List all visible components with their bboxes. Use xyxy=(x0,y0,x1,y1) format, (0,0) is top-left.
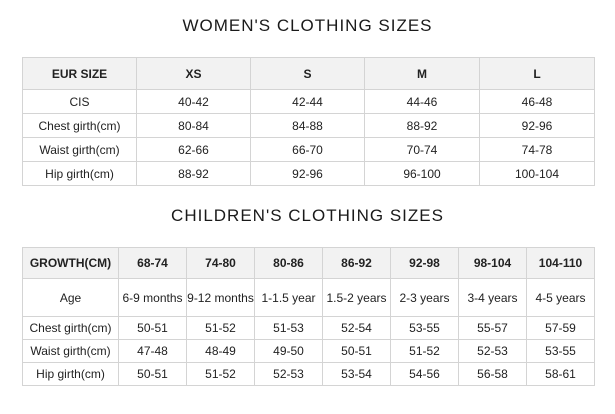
table-cell: 62-66 xyxy=(136,137,251,162)
row-label-cell: Hip girth(cm) xyxy=(22,362,119,386)
table-cell: 58-61 xyxy=(526,362,595,386)
row-label-cell: Chest girth(cm) xyxy=(22,113,137,138)
table-cell: 96-100 xyxy=(364,161,480,186)
table-cell: 51-53 xyxy=(254,316,323,340)
table-cell: 50-51 xyxy=(118,362,187,386)
header-cell: 80-86 xyxy=(254,247,323,279)
table-cell: 52-53 xyxy=(458,339,527,363)
table-row: Chest girth(cm) 50-51 51-52 51-53 52-54 … xyxy=(22,316,595,340)
table-cell: 42-44 xyxy=(250,89,365,114)
table-cell: 53-54 xyxy=(322,362,391,386)
table-row: CIS 40-42 42-44 44-46 46-48 xyxy=(22,89,595,114)
table-row: Hip girth(cm) 88-92 92-96 96-100 100-104 xyxy=(22,161,595,186)
row-label-cell: Hip girth(cm) xyxy=(22,161,137,186)
table-row: Age 6-9 months 9-12 months 1-1.5 year 1.… xyxy=(22,278,595,317)
table-cell: 47-48 xyxy=(118,339,187,363)
table-cell: 52-53 xyxy=(254,362,323,386)
table-cell: 46-48 xyxy=(479,89,595,114)
table-cell: 100-104 xyxy=(479,161,595,186)
table-cell: 52-54 xyxy=(322,316,391,340)
header-cell: 104-110 xyxy=(526,247,595,279)
table-cell: 56-58 xyxy=(458,362,527,386)
table-cell: 53-55 xyxy=(526,339,595,363)
table-row: Waist girth(cm) 62-66 66-70 70-74 74-78 xyxy=(22,137,595,162)
row-label-cell: CIS xyxy=(22,89,137,114)
table-cell: 1-1.5 year xyxy=(254,278,323,317)
table-cell: 48-49 xyxy=(186,339,255,363)
table-cell: 3-4 years xyxy=(458,278,527,317)
header-cell: XS xyxy=(136,57,251,90)
table-cell: 50-51 xyxy=(322,339,391,363)
header-cell: 92-98 xyxy=(390,247,459,279)
header-cell: EUR SIZE xyxy=(22,57,137,90)
table-cell: 70-74 xyxy=(364,137,480,162)
table-cell: 2-3 years xyxy=(390,278,459,317)
row-label-cell: Chest girth(cm) xyxy=(22,316,119,340)
table-row: Chest girth(cm) 80-84 84-88 88-92 92-96 xyxy=(22,113,595,138)
women-size-table: EUR SIZE XS S M L CIS 40-42 42-44 44-46 … xyxy=(22,57,595,186)
children-sizes-title: CHILDREN'S CLOTHING SIZES xyxy=(171,206,444,225)
table-cell: 54-56 xyxy=(390,362,459,386)
table-cell: 88-92 xyxy=(136,161,251,186)
row-label-cell: Age xyxy=(22,278,119,317)
header-cell: 68-74 xyxy=(118,247,187,279)
table-cell: 53-55 xyxy=(390,316,459,340)
women-sizes-title: WOMEN'S CLOTHING SIZES xyxy=(182,16,433,35)
row-label-cell: Waist girth(cm) xyxy=(22,339,119,363)
header-cell: M xyxy=(364,57,480,90)
table-cell: 74-78 xyxy=(479,137,595,162)
header-cell: GROWTH(CM) xyxy=(22,247,119,279)
table-cell: 88-92 xyxy=(364,113,480,138)
children-size-table: GROWTH(CM) 68-74 74-80 80-86 86-92 92-98… xyxy=(22,247,595,386)
table-header-row: EUR SIZE XS S M L xyxy=(22,57,595,90)
header-cell: S xyxy=(250,57,365,90)
table-cell: 6-9 months xyxy=(118,278,187,317)
table-cell: 1.5-2 years xyxy=(322,278,391,317)
table-cell: 55-57 xyxy=(458,316,527,340)
table-cell: 80-84 xyxy=(136,113,251,138)
table-cell: 9-12 months xyxy=(186,278,255,317)
table-header-row: GROWTH(CM) 68-74 74-80 80-86 86-92 92-98… xyxy=(22,247,595,279)
table-cell: 51-52 xyxy=(390,339,459,363)
table-cell: 40-42 xyxy=(136,89,251,114)
table-cell: 49-50 xyxy=(254,339,323,363)
table-cell: 51-52 xyxy=(186,362,255,386)
table-row: Hip girth(cm) 50-51 51-52 52-53 53-54 54… xyxy=(22,362,595,386)
header-cell: 98-104 xyxy=(458,247,527,279)
table-cell: 57-59 xyxy=(526,316,595,340)
table-cell: 92-96 xyxy=(479,113,595,138)
table-cell: 50-51 xyxy=(118,316,187,340)
header-cell: L xyxy=(479,57,595,90)
table-cell: 92-96 xyxy=(250,161,365,186)
row-label-cell: Waist girth(cm) xyxy=(22,137,137,162)
header-cell: 74-80 xyxy=(186,247,255,279)
table-cell: 44-46 xyxy=(364,89,480,114)
table-cell: 66-70 xyxy=(250,137,365,162)
table-row: Waist girth(cm) 47-48 48-49 49-50 50-51 … xyxy=(22,339,595,363)
header-cell: 86-92 xyxy=(322,247,391,279)
table-cell: 51-52 xyxy=(186,316,255,340)
table-cell: 84-88 xyxy=(250,113,365,138)
table-cell: 4-5 years xyxy=(526,278,595,317)
